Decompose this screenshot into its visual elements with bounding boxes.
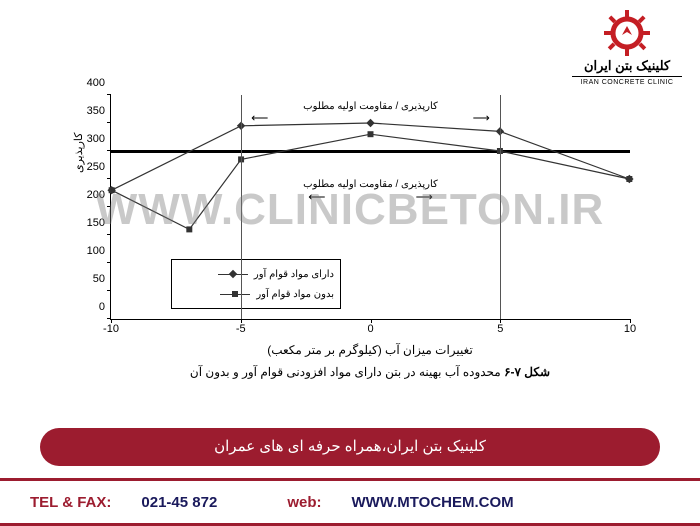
logo-text-en: IRAN CONCRETE CLINIC [581, 79, 674, 86]
y-tick-label: 350 [87, 105, 111, 117]
x-tick-mark [371, 319, 372, 323]
legend-label: بدون مواد قوام آور [256, 289, 334, 300]
y-tick-label: 250 [87, 161, 111, 173]
y-tick-mark [107, 262, 111, 263]
legend-item-without: بدون مواد قوام آور [178, 284, 334, 304]
figure-caption: شکل ۷-۶ محدوده آب بهینه در بتن دارای موا… [110, 365, 630, 379]
footer-bar: TEL & FAX: 021-45 872 web: WWW.MTOCHEM.C… [0, 478, 700, 526]
caption-prefix: شکل ۷-۶ [504, 365, 550, 379]
legend: دارای مواد قوام آور بدون مواد قوام آور [171, 259, 341, 309]
y-tick-label: 50 [93, 273, 111, 285]
logo-divider [572, 76, 682, 77]
legend-line-icon [220, 294, 250, 295]
y-tick-mark [107, 234, 111, 235]
y-tick-mark [107, 94, 111, 95]
annotation-mid: کارپذیری / مقاومت اولیه مطلوب [303, 179, 438, 190]
x-tick-mark [111, 319, 112, 323]
brand-logo: کلینیک بتن ایران IRAN CONCRETE CLINIC [572, 8, 682, 86]
y-tick-label: 150 [87, 217, 111, 229]
series-marker [368, 131, 374, 137]
y-axis-label: کارپذیری [72, 133, 85, 173]
y-tick-mark [107, 290, 111, 291]
y-tick-mark [107, 206, 111, 207]
caption-text: محدوده آب بهینه در بتن دارای مواد افزودن… [190, 365, 501, 379]
series-marker [366, 119, 374, 127]
legend-item-with: دارای مواد قوام آور [178, 264, 334, 284]
series-marker [626, 176, 632, 182]
y-tick-label: 400 [87, 77, 111, 89]
x-tick-mark [630, 319, 631, 323]
y-tick-mark [107, 178, 111, 179]
logo-text-fa: کلینیک بتن ایران [584, 58, 670, 74]
y-tick-mark [107, 150, 111, 151]
y-tick-label: 200 [87, 189, 111, 201]
arrow-icon: ⟶ [416, 190, 433, 204]
vertical-guide [241, 95, 242, 319]
chart-plot-area: دارای مواد قوام آور بدون مواد قوام آور ک… [110, 95, 630, 320]
legend-label: دارای مواد قوام آور [254, 269, 334, 280]
y-tick-label: 100 [87, 245, 111, 257]
chart-container: کارپذیری دارای مواد قوام آور بدون مواد ق… [60, 95, 650, 385]
x-tick-mark [241, 319, 242, 323]
annotation-top: کارپذیری / مقاومت اولیه مطلوب [303, 101, 438, 112]
y-tick-label: 300 [87, 133, 111, 145]
y-tick-label: 0 [99, 301, 111, 313]
x-axis-label: تغییرات میزان آب (کیلوگرم بر متر مکعب) [110, 343, 630, 357]
legend-line-icon [218, 274, 248, 275]
gear-icon [602, 8, 652, 58]
tel-value: 021-45 872 [141, 494, 217, 511]
arrow-icon: ⟶ [473, 111, 490, 125]
vertical-guide [500, 95, 501, 319]
arrow-icon: ⟵ [251, 111, 268, 125]
tagline-bar: کلینیک بتن ایران،همراه حرفه ای های عمران [40, 428, 660, 466]
x-tick-mark [500, 319, 501, 323]
tel-label: TEL & FAX: [30, 494, 111, 511]
series-marker [186, 226, 192, 232]
web-value: WWW.MTOCHEM.COM [351, 494, 513, 511]
web-label: web: [287, 494, 321, 511]
arrow-icon: ⟵ [308, 190, 325, 204]
y-tick-mark [107, 122, 111, 123]
